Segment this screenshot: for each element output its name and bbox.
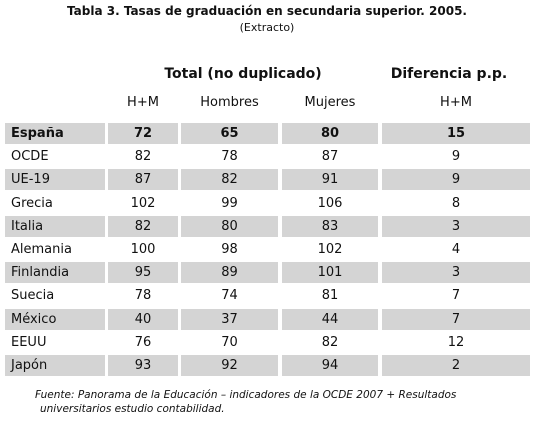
- cell: 89: [181, 262, 278, 284]
- row-label: Alemania: [11, 242, 72, 257]
- cell: 93: [108, 355, 178, 376]
- group-header: Total (no duplicado): [164, 66, 322, 82]
- cell: 65: [181, 123, 278, 144]
- cell: 74: [221, 288, 238, 304]
- row-label: España: [5, 123, 105, 144]
- cell: 76: [134, 334, 152, 350]
- row-label: Italia: [5, 215, 105, 237]
- cell: 81: [321, 288, 339, 304]
- cell: 2: [382, 355, 530, 376]
- column-header: H+M: [440, 95, 472, 110]
- cell: 82: [321, 334, 339, 350]
- column-header: Mujeres: [304, 95, 356, 110]
- cell: 91: [282, 169, 378, 191]
- row-label: México: [5, 308, 105, 330]
- cell: 82: [181, 169, 278, 191]
- cell: 4: [451, 242, 461, 257]
- cell: 72: [108, 123, 178, 144]
- row-label: EEUU: [11, 334, 47, 350]
- cell: 80: [181, 215, 278, 237]
- cell: 92: [181, 355, 278, 376]
- group-header: Diferencia p.p.: [390, 66, 508, 82]
- cell: 98: [221, 242, 238, 257]
- cell: 15: [382, 123, 530, 144]
- cell: 12: [447, 334, 465, 350]
- row-label: Japón: [5, 355, 105, 376]
- row-label: Grecia: [11, 195, 53, 211]
- row-label: UE-19: [5, 169, 105, 191]
- subtitle: (Extracto): [239, 21, 295, 34]
- cell: 87: [108, 169, 178, 191]
- footnote: universitarios estudio contabilidad.: [40, 403, 225, 415]
- cell: 80: [282, 123, 378, 144]
- cell: 7: [451, 288, 461, 304]
- row-label: Suecia: [11, 288, 55, 304]
- cell: 83: [282, 215, 378, 237]
- cell: 100: [130, 242, 156, 257]
- cell: 78: [134, 288, 152, 304]
- footnote: Fuente: Panorama de la Educación – indic…: [35, 389, 457, 401]
- cell: 3: [382, 262, 530, 284]
- cell: 7: [382, 308, 530, 330]
- cell: 101: [282, 262, 378, 284]
- cell: 3: [382, 215, 530, 237]
- cell: 70: [221, 334, 238, 350]
- cell: 94: [282, 355, 378, 376]
- cell: 87: [321, 149, 339, 165]
- cell: 102: [317, 242, 343, 257]
- cell: 40: [108, 308, 178, 330]
- cell: 95: [108, 262, 178, 284]
- cell: 9: [382, 169, 530, 191]
- column-header: Hombres: [200, 95, 259, 110]
- cell: 9: [451, 149, 461, 165]
- cell: 44: [282, 308, 378, 330]
- row-label: OCDE: [11, 149, 49, 165]
- column-header: H+M: [127, 95, 159, 110]
- cell: 82: [134, 149, 152, 165]
- cell: 37: [181, 308, 278, 330]
- title: Tabla 3. Tasas de graduación en secundar…: [67, 4, 467, 18]
- cell: 102: [130, 195, 156, 211]
- cell: 82: [108, 215, 178, 237]
- cell: 8: [451, 195, 461, 211]
- cell: 106: [317, 195, 343, 211]
- row-label: Finlandia: [5, 262, 105, 284]
- cell: 78: [221, 149, 238, 165]
- cell: 99: [221, 195, 238, 211]
